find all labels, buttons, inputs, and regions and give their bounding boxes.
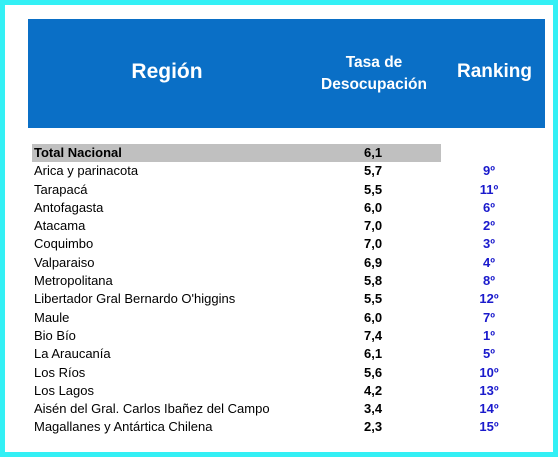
data-table: Total Nacional 6,1 Arica y parinacota 5,7… [32,144,542,437]
table-row: Antofagasta 6,0 6º [32,199,542,217]
ranking-value: 12º [479,291,499,307]
table-row: La Araucanía 6,1 5º [32,345,542,363]
table-row: Los Ríos 5,6 10º [32,364,542,382]
region-name: Tarapacá [34,181,88,197]
region-name: Coquimbo [34,236,94,252]
unemployment-rate: 7,0 [364,218,383,234]
unemployment-rate: 3,4 [364,401,383,417]
region-header-label: Región [131,59,203,83]
unemployment-rate: 6,1 [364,346,383,362]
table-row: Magallanes y Antártica Chilena 2,3 15º [32,418,542,436]
unemployment-rate: 6,0 [364,309,383,325]
region-name: Libertador Gral Bernardo O'higgins [34,291,236,307]
region-name: Magallanes y Antártica Chilena [34,419,213,435]
table-row: Los Lagos 4,2 13º [32,382,542,400]
rate-header-line2: Desocupación [321,75,427,93]
table-row: Atacama 7,0 2º [32,217,542,235]
ranking-value: 13º [479,382,499,398]
ranking-value: 8º [483,273,495,289]
ranking-value: 2º [483,218,495,234]
ranking-value: 10º [479,364,499,380]
ranking-column-header: Ranking [444,19,545,128]
ranking-value: 9º [483,163,495,179]
ranking-value: 6º [483,199,495,215]
table-row: Coquimbo 7,0 3º [32,235,542,253]
unemployment-rate: 4,2 [364,382,383,398]
unemployment-rate: 6,0 [364,199,383,215]
ranking-header-label: Ranking [457,60,532,82]
region-name: Arica y parinacota [34,163,139,179]
table-row: Bio Bío 7,4 1º [32,327,542,345]
region-name: Los Ríos [34,364,86,380]
table-header: Región Tasa de Desocupación Ranking [28,19,545,128]
table-row: Maule 6,0 7º [32,309,542,327]
total-name: Total Nacional [34,145,122,160]
region-name: Maule [34,309,70,325]
region-rows: Arica y parinacota 5,7 9º Tarapacá 5,5 11º Ant… [32,162,542,436]
unemployment-rate: 2,3 [364,419,383,435]
rate-column-header: Tasa de Desocupación [304,19,444,128]
unemployment-rate: 5,6 [364,364,383,380]
ranking-value: 11º [479,181,499,197]
table-row: Arica y parinacota 5,7 9º [32,162,542,180]
total-row: Total Nacional 6,1 [32,144,441,163]
region-name: Aisén del Gral. Carlos Ibañez del Campo [34,401,270,417]
ranking-value: 14º [479,401,499,417]
unemployment-rate: 5,8 [364,273,383,289]
unemployment-rate: 5,5 [364,291,383,307]
region-name: Bio Bío [34,327,76,343]
region-name: Antofagasta [34,199,104,215]
region-column-header: Región [28,19,306,128]
table-row: Aisén del Gral. Carlos Ibañez del Campo 3… [32,400,542,418]
region-name: Metropolitana [34,273,113,289]
ranking-value: 3º [483,236,495,252]
unemployment-rate: 7,4 [364,327,383,343]
table-row: Metropolitana 5,8 8º [32,272,542,290]
ranking-value: 15º [479,419,499,435]
region-name: Los Lagos [34,382,94,398]
unemployment-rate: 5,7 [364,163,383,179]
rate-header-line1: Tasa de [345,53,403,71]
table-row: Tarapacá 5,5 11º [32,181,542,199]
unemployment-rate: 5,5 [364,181,383,197]
region-name: Valparaiso [34,254,95,270]
table-row: Valparaiso 6,9 4º [32,254,542,272]
unemployment-rate: 7,0 [364,236,383,252]
region-name: Atacama [34,218,86,234]
ranking-value: 5º [483,346,495,362]
region-name: La Araucanía [34,346,111,362]
unemployment-rate: 6,9 [364,254,383,270]
ranking-value: 7º [483,309,495,325]
ranking-value: 1º [483,327,495,343]
table-row: Libertador Gral Bernardo O'higgins 5,5 12º [32,290,542,308]
ranking-value: 4º [483,254,495,270]
total-rate: 6,1 [364,145,383,160]
